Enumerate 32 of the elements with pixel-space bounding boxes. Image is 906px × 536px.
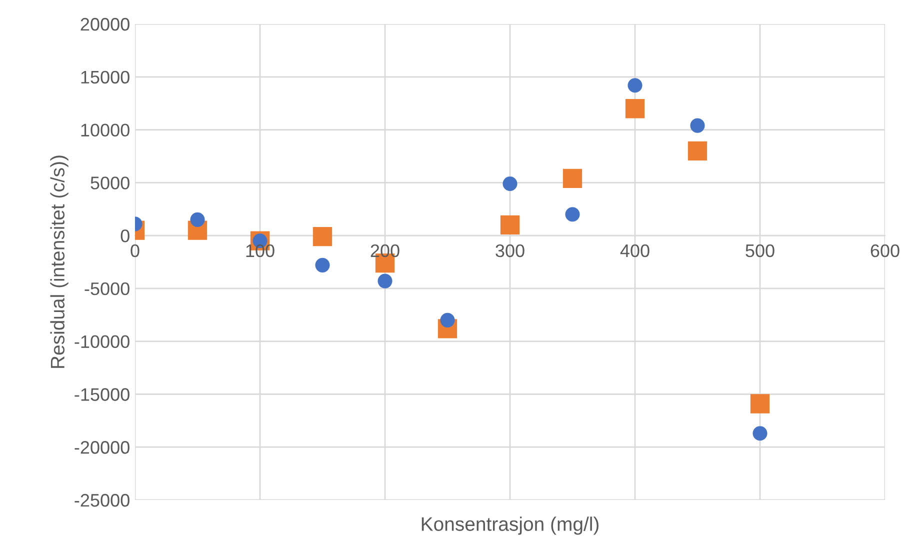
y-tick-label: 5000 xyxy=(90,176,130,190)
y-tick-label: 15000 xyxy=(81,70,130,84)
point xyxy=(312,227,332,246)
point xyxy=(378,274,392,288)
point xyxy=(690,118,705,133)
point xyxy=(562,168,582,188)
x-tick-label: 0 xyxy=(130,244,140,258)
x-tick-label: 600 xyxy=(870,244,900,258)
point xyxy=(628,78,642,93)
point xyxy=(440,312,455,328)
point xyxy=(500,215,520,235)
y-axis-title: Residual (intensitet (c/s)) xyxy=(50,156,68,368)
point xyxy=(502,176,518,192)
x-axis-title: Konsentrasjon (mg/l) xyxy=(422,516,598,535)
y-tick-label: 10000 xyxy=(81,124,130,136)
x-tick-label: 400 xyxy=(620,244,650,258)
y-tick-label: -20000 xyxy=(74,441,130,454)
y-tick-label: 20000 xyxy=(80,18,130,31)
x-tick-label: 500 xyxy=(746,244,774,258)
point xyxy=(625,99,645,118)
x-tick-label: 300 xyxy=(496,244,524,258)
y-tick-label: -5000 xyxy=(84,282,130,296)
y-tick-label: 0 xyxy=(120,229,130,242)
point xyxy=(315,258,330,272)
point xyxy=(190,212,205,227)
y-tick-label: -25000 xyxy=(74,494,130,507)
point xyxy=(688,141,708,161)
y-tick-label: -15000 xyxy=(74,388,130,401)
point xyxy=(750,394,770,414)
y-tick-label: -10000 xyxy=(74,335,130,348)
point xyxy=(752,426,768,441)
point xyxy=(565,207,580,222)
